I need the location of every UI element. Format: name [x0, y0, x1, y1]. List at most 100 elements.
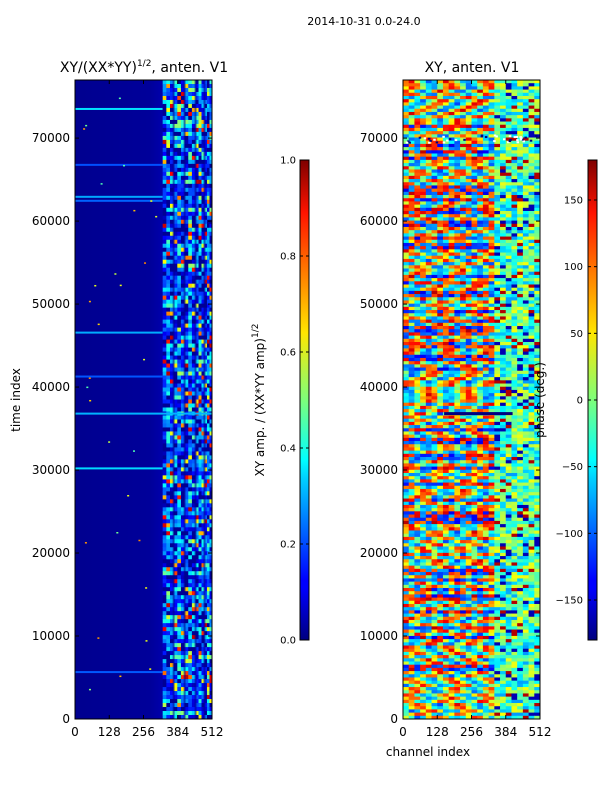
right-heatmap-cell: [460, 306, 467, 311]
left-heatmap-cell: [191, 151, 196, 157]
right-heatmap-cell: [500, 265, 507, 269]
left-heatmap-cell: [191, 399, 196, 404]
left-heatmap-cell: [209, 167, 213, 173]
right-heatmap-cell: [482, 367, 490, 372]
right-heatmap-cell: [534, 99, 541, 103]
right-heatmap-cell: [522, 313, 529, 317]
left-heatmap-cell: [206, 523, 210, 528]
right-heatmap-cell: [511, 326, 518, 330]
right-heatmap-cell: [408, 86, 415, 90]
left-heatmap-cell: [201, 455, 205, 460]
right-heatmap-cell: [505, 127, 512, 132]
left-heatmap-cell: [209, 623, 213, 628]
right-heatmap-cell: [414, 377, 421, 381]
left-heatmap-cell: [204, 355, 208, 360]
left-heatmap-cell: [188, 403, 193, 408]
right-heatmap-cell: [500, 134, 507, 138]
right-heatmap-cell: [471, 223, 478, 228]
right-heatmap-cell: [534, 201, 541, 206]
right-heatmap-cell: [517, 322, 524, 327]
right-heatmap-cell: [534, 226, 541, 231]
right-heatmap-cell: [431, 361, 438, 365]
right-heatmap-cell: [431, 242, 438, 247]
right-heatmap-cell: [414, 271, 421, 276]
right-heatmap-cell: [528, 111, 535, 116]
right-heatmap-cell: [505, 399, 512, 404]
right-heatmap-cell: [511, 249, 518, 253]
left-heatmap-cell: [180, 80, 185, 85]
left-heatmap-cell: [201, 179, 205, 185]
right-heatmap-cell: [425, 230, 432, 234]
right-heatmap-cell: [437, 389, 444, 394]
right-heatmap-cell: [454, 111, 461, 116]
right-heatmap-cell: [522, 86, 529, 90]
left-heatmap-cell: [188, 607, 193, 612]
left-heatmap-cell: [177, 127, 182, 133]
right-heatmap-cell: [517, 242, 524, 247]
right-heatmap-cell: [517, 271, 524, 276]
right-heatmap-cell: [403, 239, 410, 244]
left-heatmap-cell: [198, 275, 202, 281]
right-heatmap-cell: [528, 233, 535, 237]
right-heatmap-cell: [500, 258, 507, 263]
right-heatmap-cell: [460, 195, 467, 199]
right-heatmap-cell: [477, 131, 484, 135]
left-heatmap-cell: [166, 483, 171, 488]
left-heatmap-cell: [198, 699, 202, 704]
left-heatmap-cell: [162, 627, 167, 632]
right-heatmap-cell: [522, 242, 529, 247]
right-heatmap-cell: [465, 230, 472, 234]
left-heatmap-cell: [180, 507, 185, 512]
right-heatmap-cell: [488, 377, 495, 381]
left-heatmap-cell: [180, 447, 185, 452]
left-heatmap-cell: [209, 567, 213, 572]
left-heatmap-cell: [166, 647, 171, 652]
right-heatmap-cell: [522, 252, 529, 257]
right-heatmap-cell: [500, 102, 507, 106]
left-heatmap-cell: [184, 131, 189, 137]
left-heatmap-cell: [195, 375, 199, 380]
right-heatmap-cell: [477, 191, 484, 196]
left-heatmap-cell: [201, 471, 205, 476]
left-heatmap-cell: [195, 679, 199, 684]
left-heatmap-cell: [191, 83, 196, 89]
right-heatmap-cell: [437, 319, 444, 324]
right-heatmap-cell: [534, 370, 541, 375]
left-heatmap-cell: [204, 159, 208, 165]
right-heatmap-cell: [505, 294, 512, 298]
left-heatmap-cell: [162, 227, 167, 233]
right-heatmap-cell: [414, 290, 421, 295]
right-heatmap-cell: [482, 329, 490, 333]
left-heatmap-cell: [166, 703, 171, 708]
left-heatmap-cell: [204, 351, 208, 356]
right-heatmap-cell: [494, 86, 501, 90]
right-heatmap-cell: [448, 230, 455, 234]
right-heatmap-cell: [471, 124, 478, 129]
right-heatmap-cell: [408, 137, 415, 142]
left-heatmap-cell: [169, 255, 175, 261]
right-heatmap-cell: [494, 290, 501, 295]
right-heatmap-cell: [517, 86, 524, 90]
left-heatmap-cell: [184, 347, 189, 352]
left-heatmap-cell: [209, 155, 213, 161]
left-heatmap-cell: [180, 587, 185, 592]
right-heatmap-cell: [454, 306, 461, 311]
left-heatmap-cell: [188, 399, 193, 404]
left-heatmap-cell: [162, 555, 167, 560]
right-heatmap-cell: [494, 338, 501, 343]
left-heatmap-cell: [198, 299, 202, 305]
left-heatmap-cell: [162, 323, 167, 329]
left-heatmap-cell: [177, 475, 182, 480]
left-heatmap-cell: [195, 675, 199, 680]
left-heatmap-cell: [169, 559, 175, 564]
right-heatmap-cell: [448, 169, 455, 174]
right-heatmap-cell: [420, 127, 427, 132]
right-heatmap-cell: [511, 124, 518, 129]
left-heatmap-cell: [166, 539, 171, 544]
left-heatmap-cell: [169, 95, 175, 101]
right-heatmap-cell: [511, 191, 518, 196]
left-heatmap-cell: [173, 635, 178, 640]
left-heatmap-cell: [166, 211, 171, 217]
left-heatmap-cell: [173, 203, 178, 209]
right-heatmap-cell: [471, 396, 478, 400]
